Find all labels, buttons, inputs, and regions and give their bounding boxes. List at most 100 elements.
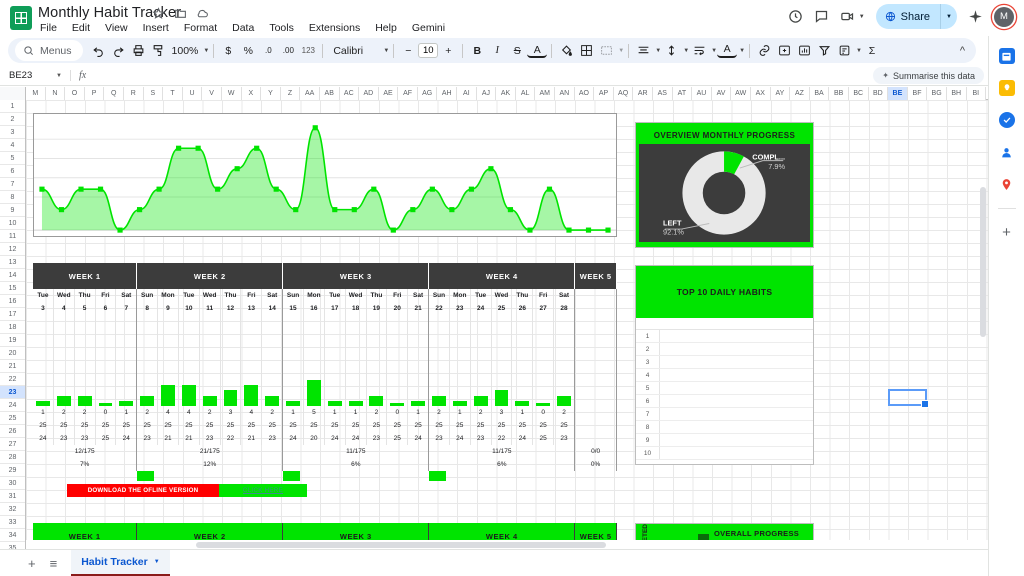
star-icon[interactable] [152, 7, 165, 20]
column-header-P[interactable]: P [84, 87, 105, 100]
menu-format[interactable]: Format [183, 22, 218, 34]
merge-cells-icon[interactable] [596, 40, 616, 61]
row-header-27[interactable]: 27 [0, 438, 25, 451]
column-header-AZ[interactable]: AZ [790, 87, 810, 100]
name-box-caret-icon[interactable]: ▼ [56, 72, 62, 79]
zoom-caret-icon[interactable]: ▼ [203, 47, 210, 54]
column-header-AX[interactable]: AX [750, 87, 771, 100]
all-sheets-icon[interactable]: ≡ [49, 555, 58, 571]
column-header-BB[interactable]: BB [829, 87, 849, 100]
top10-row[interactable]: 9 [636, 434, 813, 447]
halign-caret-icon[interactable]: ▼ [655, 47, 662, 54]
column-header-AJ[interactable]: AJ [476, 87, 497, 100]
column-header-AK[interactable]: AK [496, 87, 516, 100]
gemini-spark-icon[interactable] [968, 9, 983, 24]
column-header-M[interactable]: M [26, 87, 46, 100]
insert-chart-icon[interactable] [794, 40, 814, 61]
column-header-W[interactable]: W [221, 87, 242, 100]
borders-icon[interactable] [576, 40, 596, 61]
column-header-BI[interactable]: BI [966, 87, 987, 100]
row-header-3[interactable]: 3 [0, 126, 25, 139]
row-header-25[interactable]: 25 [0, 412, 25, 425]
row-header-31[interactable]: 31 [0, 490, 25, 503]
select-all-corner[interactable] [0, 87, 26, 100]
top10-habit-name[interactable] [660, 395, 813, 407]
row-header-1[interactable]: 1 [0, 100, 25, 113]
bold-button[interactable]: B [473, 44, 482, 57]
horizontal-align-icon[interactable] [633, 40, 653, 61]
wrap-caret-icon[interactable]: ▼ [711, 47, 718, 54]
column-header-AC[interactable]: AC [339, 87, 360, 100]
contacts-icon[interactable] [999, 144, 1015, 160]
sigma-button[interactable]: Σ [868, 44, 876, 57]
row-header-26[interactable]: 26 [0, 425, 25, 438]
comment-icon[interactable] [814, 9, 829, 24]
row-header-6[interactable]: 6 [0, 165, 25, 178]
column-header-AB[interactable]: AB [319, 87, 340, 100]
document-title[interactable]: Monthly Habit Tracker [38, 5, 182, 21]
row-header-14[interactable]: 14 [0, 269, 25, 282]
row-header-13[interactable]: 13 [0, 256, 25, 269]
weeks-bar-chart-row[interactable] [33, 315, 617, 406]
menu-insert[interactable]: Insert [142, 22, 169, 34]
column-header-Q[interactable]: Q [104, 87, 124, 100]
add-sheet-icon[interactable]: + [28, 555, 36, 571]
column-header-AP[interactable]: AP [594, 87, 614, 100]
column-header-AH[interactable]: AH [437, 87, 458, 100]
row-header-5[interactable]: 5 [0, 152, 25, 165]
move-to-folder-icon[interactable] [174, 7, 187, 20]
fill-color-icon[interactable] [556, 40, 576, 61]
row-header-29[interactable]: 29 [0, 464, 25, 477]
currency-format-button[interactable]: $ [225, 44, 232, 57]
cloud-saved-icon[interactable] [196, 7, 209, 20]
version-history-icon[interactable] [788, 9, 803, 24]
decrease-decimal-button[interactable]: .0 [264, 46, 272, 55]
more-formats-button[interactable]: 123 [301, 46, 315, 55]
valign-caret-icon[interactable]: ▼ [683, 47, 690, 54]
strikethrough-button[interactable]: S [513, 44, 521, 57]
menu-bar[interactable]: File Edit View Insert Format Data Tools … [38, 21, 447, 35]
row-header-16[interactable]: 16 [0, 295, 25, 308]
row-header-18[interactable]: 18 [0, 321, 25, 334]
column-header-BA[interactable]: BA [809, 87, 830, 100]
row-header-15[interactable]: 15 [0, 282, 25, 295]
merge-caret-icon[interactable]: ▼ [618, 47, 625, 54]
functions-icon[interactable] [834, 40, 854, 61]
calendar-icon[interactable] [998, 48, 1015, 64]
top10-habit-name[interactable] [660, 447, 813, 459]
menu-view[interactable]: View [105, 22, 128, 34]
column-header-X[interactable]: X [241, 87, 262, 100]
share-button[interactable]: Share [875, 4, 940, 29]
zoom-level[interactable]: 100% [171, 44, 199, 57]
row-header-32[interactable]: 32 [0, 503, 25, 516]
column-header-AG[interactable]: AG [417, 87, 438, 100]
row-header-4[interactable]: 4 [0, 139, 25, 152]
column-header-AV[interactable]: AV [711, 87, 732, 100]
vertical-align-icon[interactable] [661, 40, 681, 61]
top10-row[interactable]: 10 [636, 447, 813, 460]
font-caret-icon[interactable]: ▼ [383, 47, 390, 54]
redo-icon[interactable] [109, 40, 129, 61]
row-header-21[interactable]: 21 [0, 360, 25, 373]
top10-row[interactable]: 8 [636, 421, 813, 434]
column-header-AF[interactable]: AF [398, 87, 418, 100]
row-header-10[interactable]: 10 [0, 217, 25, 230]
column-header-AM[interactable]: AM [535, 87, 556, 100]
column-header-AO[interactable]: AO [574, 87, 595, 100]
column-header-BC[interactable]: BC [848, 87, 869, 100]
column-header-AW[interactable]: AW [731, 87, 751, 100]
overview-monthly-progress-panel[interactable]: OVERVIEW MONTHLY PROGRESS COMPL... 7.9% … [635, 122, 814, 248]
create-filter-icon[interactable] [814, 40, 834, 61]
column-header-AY[interactable]: AY [770, 87, 791, 100]
menu-extensions[interactable]: Extensions [308, 22, 361, 34]
column-header-S[interactable]: S [143, 87, 164, 100]
column-header-AN[interactable]: AN [555, 87, 575, 100]
weeks-table[interactable]: WEEK 1 WEEK 2 WEEK 3 WEEK 4 WEEK 5 Tue Wed Thu… [33, 263, 617, 484]
sheet-tab-habit-tracker[interactable]: Habit Tracker ▼ [71, 549, 170, 576]
undo-icon[interactable] [89, 40, 109, 61]
increase-font-size-button[interactable]: + [445, 44, 452, 57]
column-header-AR[interactable]: AR [633, 87, 653, 100]
print-icon[interactable] [129, 40, 149, 61]
column-header-BF[interactable]: BF [907, 87, 928, 100]
rotation-caret-icon[interactable]: ▼ [739, 47, 746, 54]
